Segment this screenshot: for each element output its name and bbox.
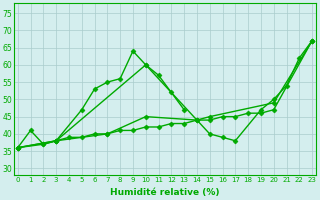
X-axis label: Humidité relative (%): Humidité relative (%) (110, 188, 220, 197)
